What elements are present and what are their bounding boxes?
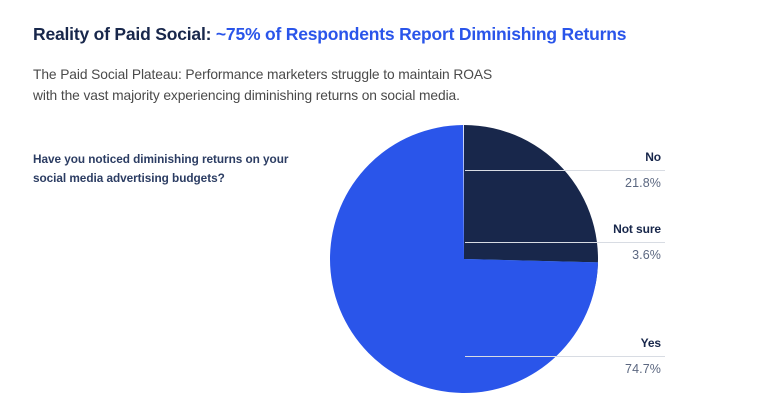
page-title-accent: ~75% of Respondents Report Diminishing R… bbox=[215, 24, 627, 44]
callout-not-sure-label: Not sure bbox=[613, 222, 661, 236]
callout-no-label: No bbox=[645, 150, 661, 164]
page-subtitle-line-2: with the vast majority experiencing dimi… bbox=[33, 88, 460, 103]
survey-question-line-1: Have you noticed diminishing returns on … bbox=[33, 152, 289, 166]
pie-slice-no bbox=[464, 125, 598, 286]
callout-no: No 21.8% bbox=[465, 150, 665, 191]
pie-slice-yes bbox=[330, 125, 598, 393]
callout-yes: Yes 74.7% bbox=[465, 336, 665, 377]
callout-yes-divider bbox=[465, 356, 665, 357]
callout-yes-value: 74.7% bbox=[625, 362, 661, 376]
callout-yes-label: Yes bbox=[640, 336, 661, 350]
callout-no-value: 21.8% bbox=[625, 176, 661, 190]
page-subtitle: The Paid Social Plateau: Performance mar… bbox=[33, 64, 492, 106]
page-title-lead: Reality of Paid Social: bbox=[33, 24, 216, 44]
pie-chart bbox=[329, 124, 599, 395]
callout-not-sure-value: 3.6% bbox=[632, 248, 661, 262]
pie-chart-svg bbox=[330, 125, 598, 393]
page-subtitle-line-1: The Paid Social Plateau: Performance mar… bbox=[33, 67, 493, 82]
survey-question: Have you noticed diminishing returns on … bbox=[33, 150, 323, 188]
callout-no-divider bbox=[465, 170, 665, 171]
survey-question-line-2: social media advertising budgets? bbox=[33, 171, 225, 185]
callout-not-sure-divider bbox=[465, 242, 665, 243]
callout-not-sure: Not sure 3.6% bbox=[465, 222, 665, 263]
page-title: Reality of Paid Social: ~75% of Responde… bbox=[33, 24, 626, 45]
